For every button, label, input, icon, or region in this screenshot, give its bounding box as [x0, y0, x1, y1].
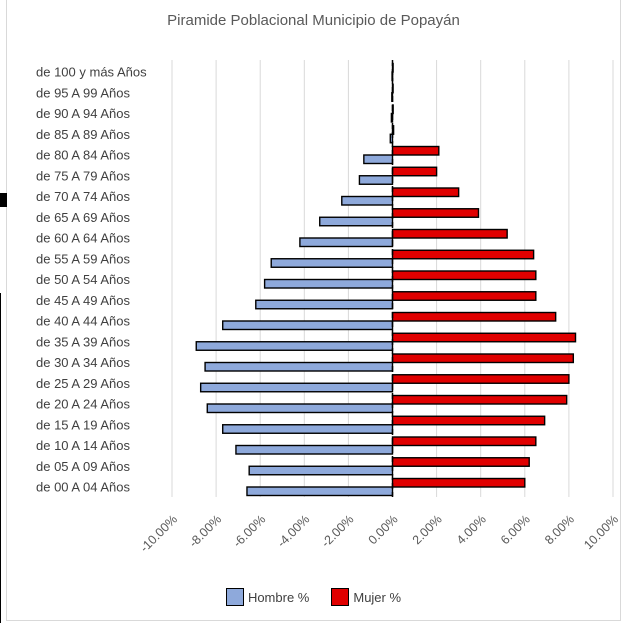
- bar-hombre: [204, 361, 394, 372]
- legend-swatch-mujer: [331, 588, 350, 606]
- bar-mujer: [391, 291, 537, 301]
- category-label: de 40 A 44 Años: [36, 314, 130, 329]
- legend-item-mujer: Mujer %: [331, 588, 401, 606]
- category-label: de 95 A 99 Años: [36, 85, 130, 100]
- edge-mark-top: [0, 193, 7, 207]
- category-label: de 20 A 24 Años: [36, 397, 130, 412]
- x-tick-label: -2.00%: [319, 512, 357, 550]
- x-tick-label: 10.00%: [581, 512, 621, 552]
- chart-title: Piramide Poblacional Municipio de Popayá…: [167, 12, 460, 29]
- category-label: de 100 y más Años: [36, 65, 147, 80]
- x-tick-label: 2.00%: [410, 512, 445, 547]
- bar-hombre: [319, 216, 394, 227]
- bar-mujer: [391, 415, 546, 426]
- bar-mujer: [391, 457, 530, 467]
- bar-hombre: [358, 175, 394, 185]
- bar-hombre: [270, 258, 394, 268]
- bar-mujer: [391, 166, 438, 177]
- bar-hombre: [248, 465, 394, 476]
- category-label: de 85 A 89 Años: [36, 127, 130, 142]
- category-label: de 45 A 49 Años: [36, 293, 130, 308]
- x-tick-label: 8.00%: [542, 512, 577, 547]
- bar-hombre: [235, 444, 394, 455]
- legend-label-hombre: Hombre %: [247, 589, 310, 605]
- category-label: de 55 A 59 Años: [36, 251, 130, 266]
- bar-mujer: [391, 436, 537, 447]
- bar-mujer: [391, 270, 537, 281]
- bar-hombre: [363, 154, 394, 165]
- legend-item-hombre: Hombre %: [225, 588, 310, 606]
- bar-mujer: [391, 311, 557, 322]
- bar-hombre: [255, 299, 394, 310]
- bar-mujer: [391, 145, 440, 156]
- bar-hombre: [195, 341, 394, 351]
- category-label: de 65 A 69 Años: [36, 210, 130, 225]
- x-tick-label: -10.00%: [137, 512, 180, 555]
- category-label: de 05 A 09 Años: [36, 459, 130, 474]
- bar-hombre: [263, 278, 394, 289]
- bar-hombre: [389, 133, 394, 144]
- x-tick-label: -6.00%: [230, 512, 268, 550]
- x-tick-label: -4.00%: [275, 512, 313, 550]
- bar-hombre: [206, 403, 394, 414]
- bar-hombre: [222, 424, 394, 434]
- legend-swatch-hombre: [225, 588, 244, 606]
- legend-label-mujer: Mujer %: [353, 589, 402, 605]
- bar-hombre: [299, 237, 394, 248]
- category-label: de 75 A 79 Años: [36, 168, 130, 183]
- bar-mujer: [391, 374, 570, 384]
- bar-mujer: [391, 353, 575, 364]
- category-label: de 35 A 39 Años: [36, 334, 130, 349]
- x-tick-label: 6.00%: [498, 512, 533, 547]
- category-label: de 70 A 74 Años: [36, 189, 130, 204]
- x-tick-label: 0.00%: [366, 512, 401, 547]
- edge-mark-left: [0, 293, 1, 623]
- chart-frame: [6, 0, 621, 621]
- bar-mujer: [391, 187, 460, 198]
- category-label: de 25 A 29 Años: [36, 376, 130, 391]
- legend: Hombre % Mujer %: [0, 588, 627, 606]
- bar-mujer: [391, 228, 508, 239]
- bar-mujer: [391, 249, 535, 260]
- bar-hombre: [199, 382, 394, 393]
- category-label: de 80 A 84 Años: [36, 148, 130, 163]
- bar-mujer: [391, 477, 526, 488]
- bar-hombre: [246, 486, 394, 497]
- category-label: de 15 A 19 Años: [36, 417, 130, 432]
- bar-hombre: [341, 195, 394, 206]
- category-label: de 10 A 14 Años: [36, 438, 130, 453]
- x-tick-label: -8.00%: [186, 512, 224, 550]
- category-label: de 90 A 94 Años: [36, 106, 130, 121]
- bar-layer: [195, 62, 577, 497]
- bar-hombre: [222, 320, 394, 331]
- x-tick-label: 4.00%: [454, 512, 489, 547]
- bar-mujer: [391, 394, 568, 405]
- category-label: de 60 A 64 Años: [36, 231, 130, 246]
- bar-mujer: [391, 208, 480, 218]
- category-label: de 50 A 54 Años: [36, 272, 130, 287]
- label-layer: -10.00% -8.00% -6.00% -4.00% -2.00% 0.00% 2.00…: [36, 65, 621, 556]
- bar-mujer: [391, 332, 577, 343]
- category-label: de 00 A 04 Años: [36, 480, 130, 495]
- category-label: de 30 A 34 Años: [36, 355, 130, 370]
